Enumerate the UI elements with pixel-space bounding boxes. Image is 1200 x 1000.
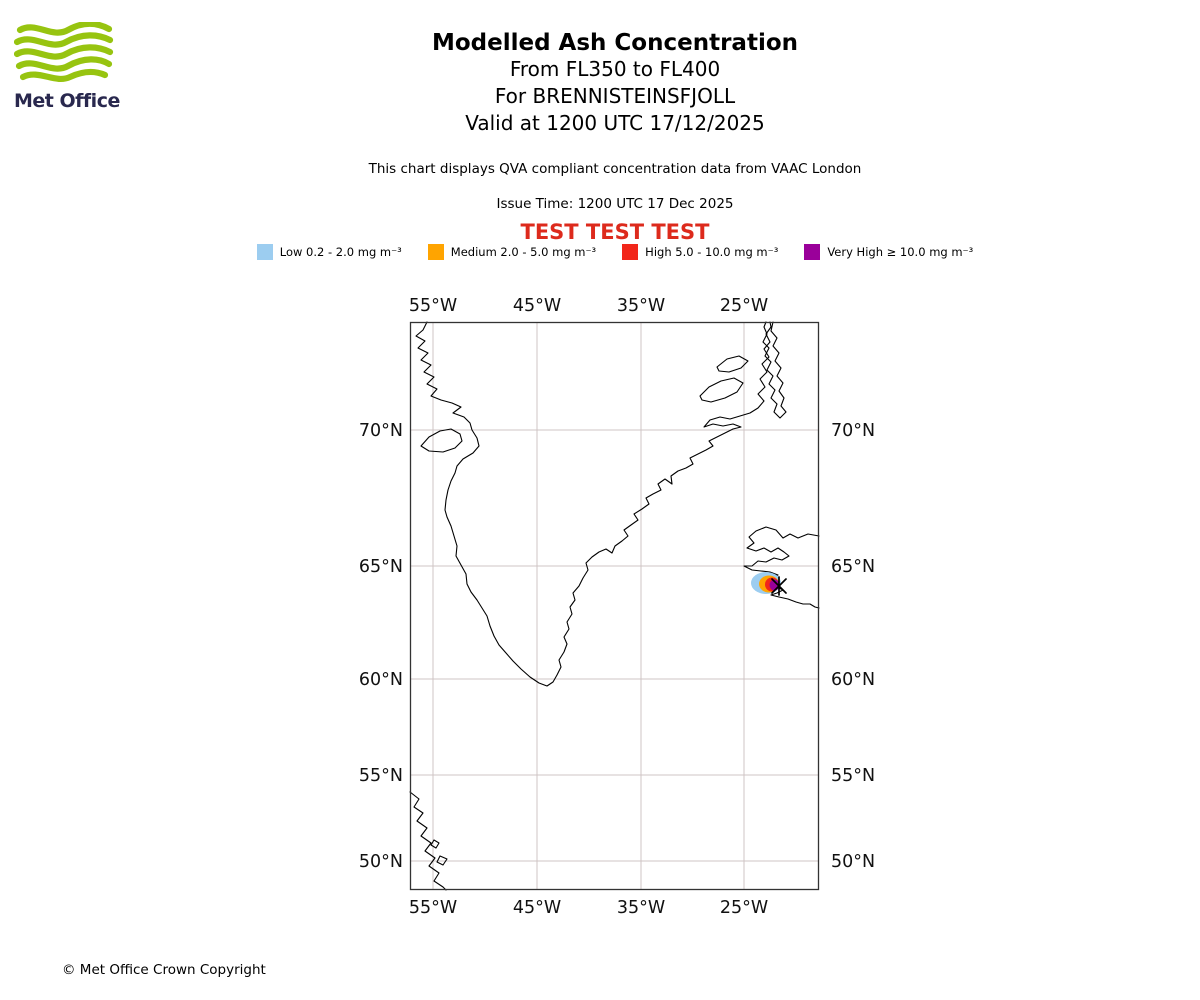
issue-time: Issue Time: 1200 UTC 17 Dec 2025 <box>496 196 734 212</box>
legend-item-medium: Medium 2.0 - 5.0 mg m⁻³ <box>427 244 597 260</box>
coastlines <box>409 321 820 891</box>
lon-label-bottom: 25°W <box>720 898 768 918</box>
lon-label-top: 35°W <box>617 296 665 316</box>
header: Modelled Ash Concentration From FL350 to… <box>0 0 1200 244</box>
qva-note: This chart displays QVA compliant concen… <box>368 161 862 177</box>
lat-label-left: 50°N <box>359 852 403 872</box>
lat-label-left: 70°N <box>359 421 403 441</box>
labrador-coastline <box>409 791 447 891</box>
grid-lines <box>410 322 819 890</box>
axis-labels: 55°W 45°W 35°W 25°W 55°W 45°W 35°W 25°W … <box>359 296 875 918</box>
high-swatch-icon <box>622 244 639 260</box>
lon-label-top: 55°W <box>409 296 457 316</box>
legend-label-low: Low 0.2 - 2.0 mg m⁻³ <box>279 245 402 259</box>
medium-swatch-icon <box>427 244 444 260</box>
lat-label-left: 55°N <box>359 766 403 786</box>
lat-label-right: 50°N <box>831 852 875 872</box>
lat-label-left: 65°N <box>359 557 403 577</box>
lon-label-top: 25°W <box>720 296 768 316</box>
low-swatch-icon <box>256 244 273 260</box>
legend: Low 0.2 - 2.0 mg m⁻³ Medium 2.0 - 5.0 mg… <box>0 244 1200 260</box>
volcano-marker-icon <box>771 576 787 596</box>
disko-island-coastline <box>420 428 463 453</box>
legend-item-very-high: Very High ≥ 10.0 mg m⁻³ <box>804 244 973 260</box>
lon-label-bottom: 55°W <box>409 898 457 918</box>
subtitle-flight-levels: From FL350 to FL400 <box>509 57 721 81</box>
lon-label-bottom: 35°W <box>617 898 665 918</box>
legend-item-low: Low 0.2 - 2.0 mg m⁻³ <box>256 244 402 260</box>
page-title: Modelled Ash Concentration <box>431 30 799 56</box>
legend-label-high: High 5.0 - 10.0 mg m⁻³ <box>645 245 779 259</box>
copyright-notice: © Met Office Crown Copyright <box>62 962 266 978</box>
subtitle-volcano: For BRENNISTEINSFJOLL <box>494 84 736 108</box>
lon-label-bottom: 45°W <box>513 898 561 918</box>
greenland-coastline <box>415 321 772 687</box>
lat-label-right: 55°N <box>831 766 875 786</box>
legend-label-medium: Medium 2.0 - 5.0 mg m⁻³ <box>450 245 597 259</box>
subtitle-valid-time: Valid at 1200 UTC 17/12/2025 <box>465 111 765 135</box>
met-office-logo: Met Office <box>13 20 124 112</box>
lat-label-right: 65°N <box>831 557 875 577</box>
test-banner: TEST TEST TEST <box>520 220 710 244</box>
iceland-coastline <box>743 526 820 609</box>
ne-greenland-islands <box>699 355 749 403</box>
ne-greenland-fjord-coast <box>762 321 787 419</box>
legend-label-very-high: Very High ≥ 10.0 mg m⁻³ <box>827 245 974 259</box>
lat-label-right: 70°N <box>831 421 875 441</box>
legend-item-high: High 5.0 - 10.0 mg m⁻³ <box>622 244 778 260</box>
map-border <box>409 321 820 891</box>
lon-label-top: 45°W <box>513 296 561 316</box>
very-high-swatch-icon <box>804 244 821 260</box>
lat-label-left: 60°N <box>359 670 403 690</box>
ash-plume <box>751 572 781 594</box>
lat-label-right: 60°N <box>831 670 875 690</box>
labrador-islands <box>430 839 448 866</box>
met-office-logo-icon <box>13 20 114 82</box>
logo-text: Met Office <box>14 90 120 112</box>
